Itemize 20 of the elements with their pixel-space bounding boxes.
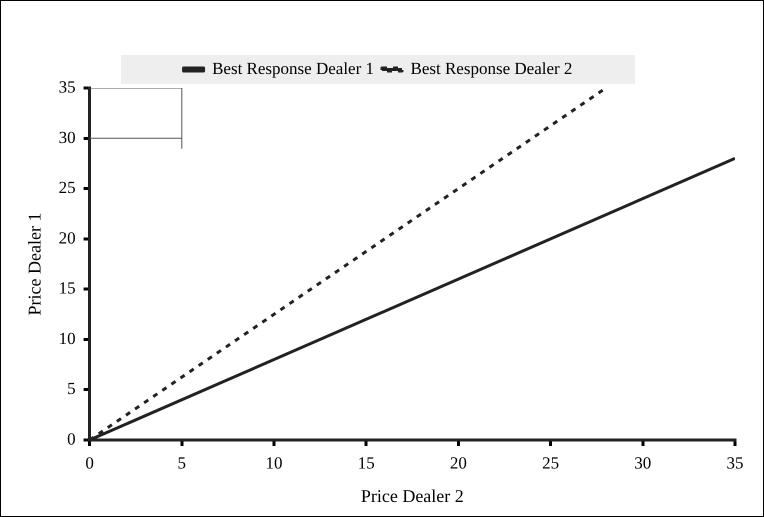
x-axis-title: Price Dealer 2 [360,486,464,506]
y-tick-label: 30 [58,128,76,147]
y-tick-label: 15 [58,278,76,298]
y-tick-label: 25 [58,178,76,198]
x-tick-label: 25 [542,454,560,473]
x-tick-label: 0 [85,454,94,473]
y-tick-label: 35 [58,77,76,96]
legend-label: Best Response Dealer 2 [410,58,572,78]
y-tick-label: 0 [67,429,76,448]
x-tick-label: 35 [726,454,744,473]
x-tick-label: 20 [450,454,467,473]
x-tick-label: 15 [358,454,375,473]
y-tick-label: 20 [58,228,76,248]
x-tick-label: 5 [178,454,186,473]
y-tick-label: 5 [67,379,76,398]
legend-label: Best Response Dealer 1 [212,58,374,78]
y-axis-title: Price Dealer 1 [24,212,45,316]
x-tick-label: 10 [266,454,282,473]
y-tick-label: 10 [58,328,76,348]
x-tick-label: 30 [634,454,652,473]
